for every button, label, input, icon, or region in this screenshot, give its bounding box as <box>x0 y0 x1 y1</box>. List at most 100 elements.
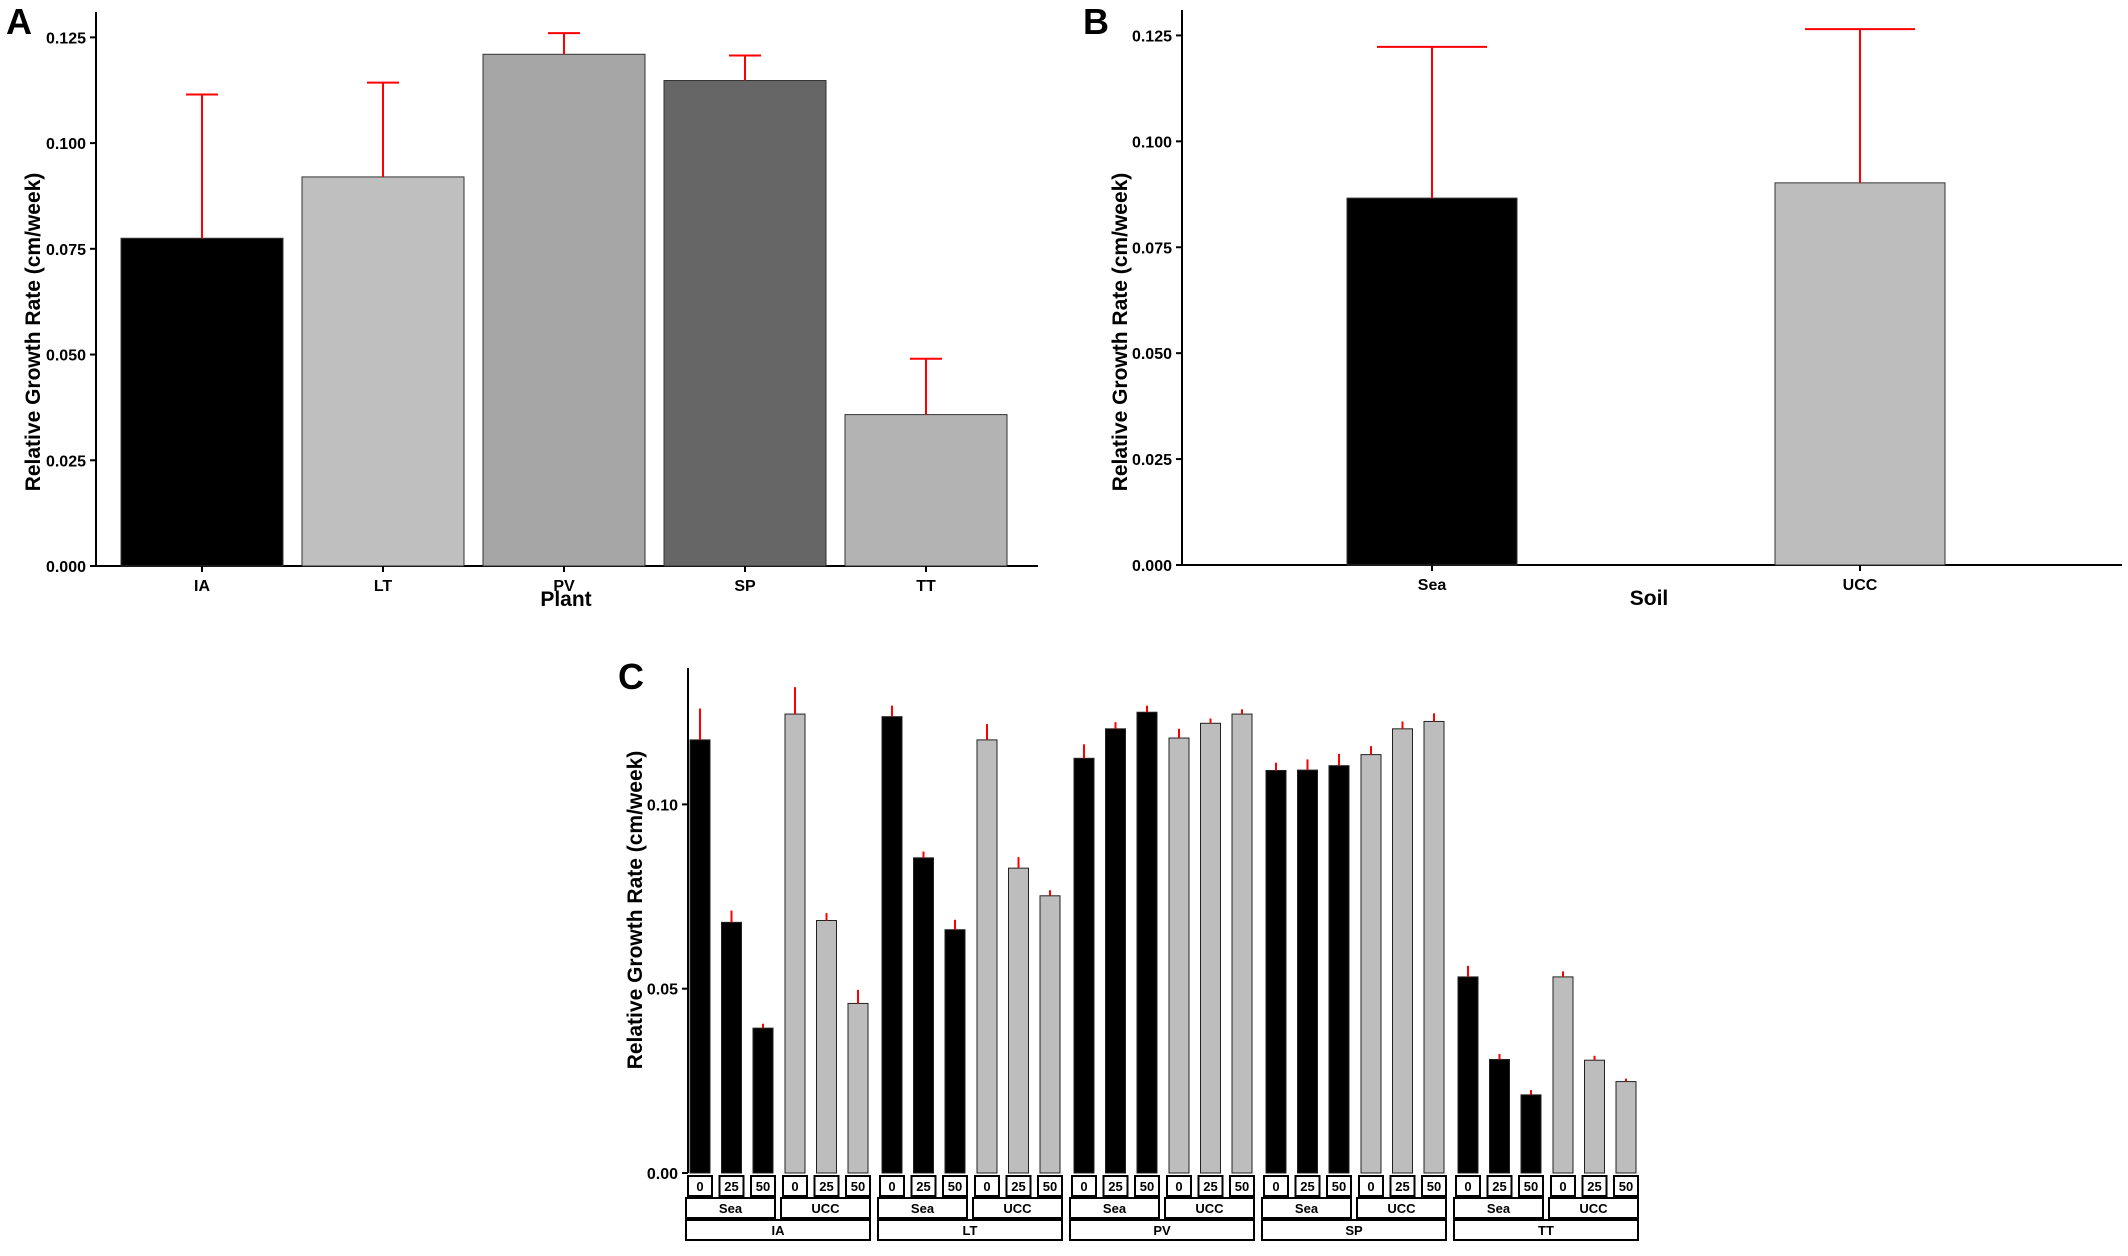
panel-c-conc-strip <box>974 1175 1000 1197</box>
panel-c-conc-label: 0 <box>1175 1179 1182 1194</box>
panel-c-bar <box>752 1027 774 1174</box>
panel-a-xlabel: Plant <box>540 588 591 611</box>
panel-c-soil-label: Sea <box>911 1201 935 1216</box>
panel-b-chart: 0.000 0.025 0.050 0.075 0.100 0.125 Sea UCC <box>1132 10 2122 594</box>
panel-c-bar <box>1392 728 1413 1174</box>
panel-c-bar <box>1423 720 1445 1174</box>
panel-c-letter: C <box>618 656 644 697</box>
panel-c-conc-strip <box>1581 1175 1608 1197</box>
panel-c-plant-label: LT <box>963 1223 978 1238</box>
panel-c-conc-strip <box>1455 1175 1481 1197</box>
panel-c-conc-strip <box>1486 1175 1513 1197</box>
panel-c-conc-label: 0 <box>1464 1179 1471 1194</box>
panel-c-conc-strip <box>1229 1175 1255 1197</box>
panel-c-plant-strip <box>877 1219 1063 1241</box>
panel-a-bar <box>301 176 465 567</box>
panel-c-plant-strip <box>1453 1219 1639 1241</box>
panel-c-conc-label: 25 <box>1108 1179 1122 1194</box>
panel-c-plant-label: PV <box>1153 1223 1171 1238</box>
panel-c-bar <box>1136 711 1158 1174</box>
panel-c-conc-strip <box>687 1175 713 1197</box>
panel-a-y-tick-label: 0.075 <box>46 242 86 259</box>
panel-c-conc-label: 0 <box>1367 1179 1374 1194</box>
panel-c-conc-label: 25 <box>1203 1179 1217 1194</box>
panel-c-chart: 0.00 0.05 0.10 0 25 50 Sea 0 25 50 UCC IA 0 25 50 Sea 0 2… <box>647 668 1639 1241</box>
panel-c-bar <box>1039 895 1061 1174</box>
panel-c-plant-label: SP <box>1345 1223 1363 1238</box>
panel-c-conc-strip <box>879 1175 905 1197</box>
panel-c-conc-label: 25 <box>1492 1179 1506 1194</box>
panel-c-conc-strip <box>813 1175 840 1197</box>
panel-c-conc-strip <box>1037 1175 1063 1197</box>
panel-c-soil-strip <box>972 1197 1063 1219</box>
panel-c-conc-label: 50 <box>948 1179 962 1194</box>
panel-c-conc-label: 50 <box>851 1179 865 1194</box>
panel-a-letter: A <box>6 1 32 42</box>
panel-c-bar <box>1328 765 1350 1174</box>
panel-c-conc-label: 50 <box>1332 1179 1346 1194</box>
panel-c-soil-label: UCC <box>1387 1201 1416 1216</box>
panel-c-conc-label: 25 <box>1011 1179 1025 1194</box>
panel-c-bar <box>1297 769 1318 1174</box>
panel-c-conc-label: 0 <box>791 1179 798 1194</box>
panel-c-bar <box>689 739 711 1174</box>
panel-c-conc-strip <box>1263 1175 1289 1197</box>
panel-c-conc-strip <box>1134 1175 1160 1197</box>
panel-c-conc-label: 50 <box>1043 1179 1057 1194</box>
panel-c-bar <box>881 716 903 1174</box>
panel-b-bar <box>1774 182 1946 566</box>
panel-c-conc-label: 50 <box>1235 1179 1249 1194</box>
panel-c-conc-strip <box>1389 1175 1416 1197</box>
panel-c-plant-strip <box>1261 1219 1447 1241</box>
panel-c-plant-strip <box>1069 1219 1255 1241</box>
panel-a-chart: 0.000 0.025 0.050 0.075 0.100 0.125 IA LT PV SP TT <box>46 12 1038 595</box>
panel-c-conc-label: 25 <box>819 1179 833 1194</box>
panel-c-bar <box>944 929 966 1174</box>
panel-c-conc-strip <box>1005 1175 1032 1197</box>
panel-a-bar <box>120 237 284 567</box>
panel-a-x-tick-label: TT <box>916 578 936 595</box>
panel-c-conc-strip <box>1071 1175 1097 1197</box>
panel-c-soil-label: UCC <box>1003 1201 1032 1216</box>
panel-c-conc-strip <box>910 1175 937 1197</box>
panel-a-bar <box>844 414 1008 567</box>
panel-c-conc-label: 0 <box>1272 1179 1279 1194</box>
panel-a-x-tick-label: PV <box>553 578 575 595</box>
panel-c-soil-strip <box>877 1197 968 1219</box>
panel-c-soil-label: Sea <box>1487 1201 1511 1216</box>
panel-b-bar <box>1346 197 1518 566</box>
panel-c-soil-strip <box>1164 1197 1255 1219</box>
panel-a-y-tick-label: 0.050 <box>46 348 86 365</box>
panel-b-y-tick-label: 0.000 <box>1132 558 1172 575</box>
panel-c-conc-label: 25 <box>916 1179 930 1194</box>
panel-c-bar <box>1265 769 1287 1174</box>
panel-b-y-tick-label: 0.025 <box>1132 452 1172 469</box>
panel-c-y-tick-label: 0.00 <box>647 1166 678 1183</box>
panel-a-ylabel: Relative Growth Rate (cm/week) <box>22 173 45 492</box>
panel-c-soil-strip <box>1548 1197 1639 1219</box>
panel-c-bar <box>1457 976 1479 1174</box>
panel-c-conc-strip <box>1102 1175 1129 1197</box>
panel-a-y-tick-label: 0.000 <box>46 559 86 576</box>
panel-c-soil-label: Sea <box>1295 1201 1319 1216</box>
panel-b-x-tick-label: UCC <box>1843 577 1878 594</box>
panel-c-plant-strip <box>685 1219 871 1241</box>
panel-c-bar <box>1360 754 1382 1174</box>
panel-c-soil-label: UCC <box>1195 1201 1224 1216</box>
panel-a-bar <box>482 53 646 567</box>
panel-c-conc-label: 0 <box>888 1179 895 1194</box>
panel-c-bar <box>1584 1059 1605 1174</box>
panel-c-soil-strip <box>1453 1197 1544 1219</box>
panel-c-conc-strip <box>942 1175 968 1197</box>
panel-c-bar <box>1168 737 1190 1174</box>
panel-b-x-tick-label: Sea <box>1418 577 1447 594</box>
panel-c-bar <box>913 857 934 1174</box>
panel-b-y-tick-label: 0.050 <box>1132 346 1172 363</box>
panel-c-conc-label: 50 <box>1140 1179 1154 1194</box>
panel-c-soil-label: UCC <box>1579 1201 1608 1216</box>
panel-a-x-tick-label: IA <box>194 578 210 595</box>
panel-a-y-tick-label: 0.025 <box>46 453 86 470</box>
panel-c-bar <box>1008 867 1029 1174</box>
panel-c-conc-strip <box>1550 1175 1576 1197</box>
